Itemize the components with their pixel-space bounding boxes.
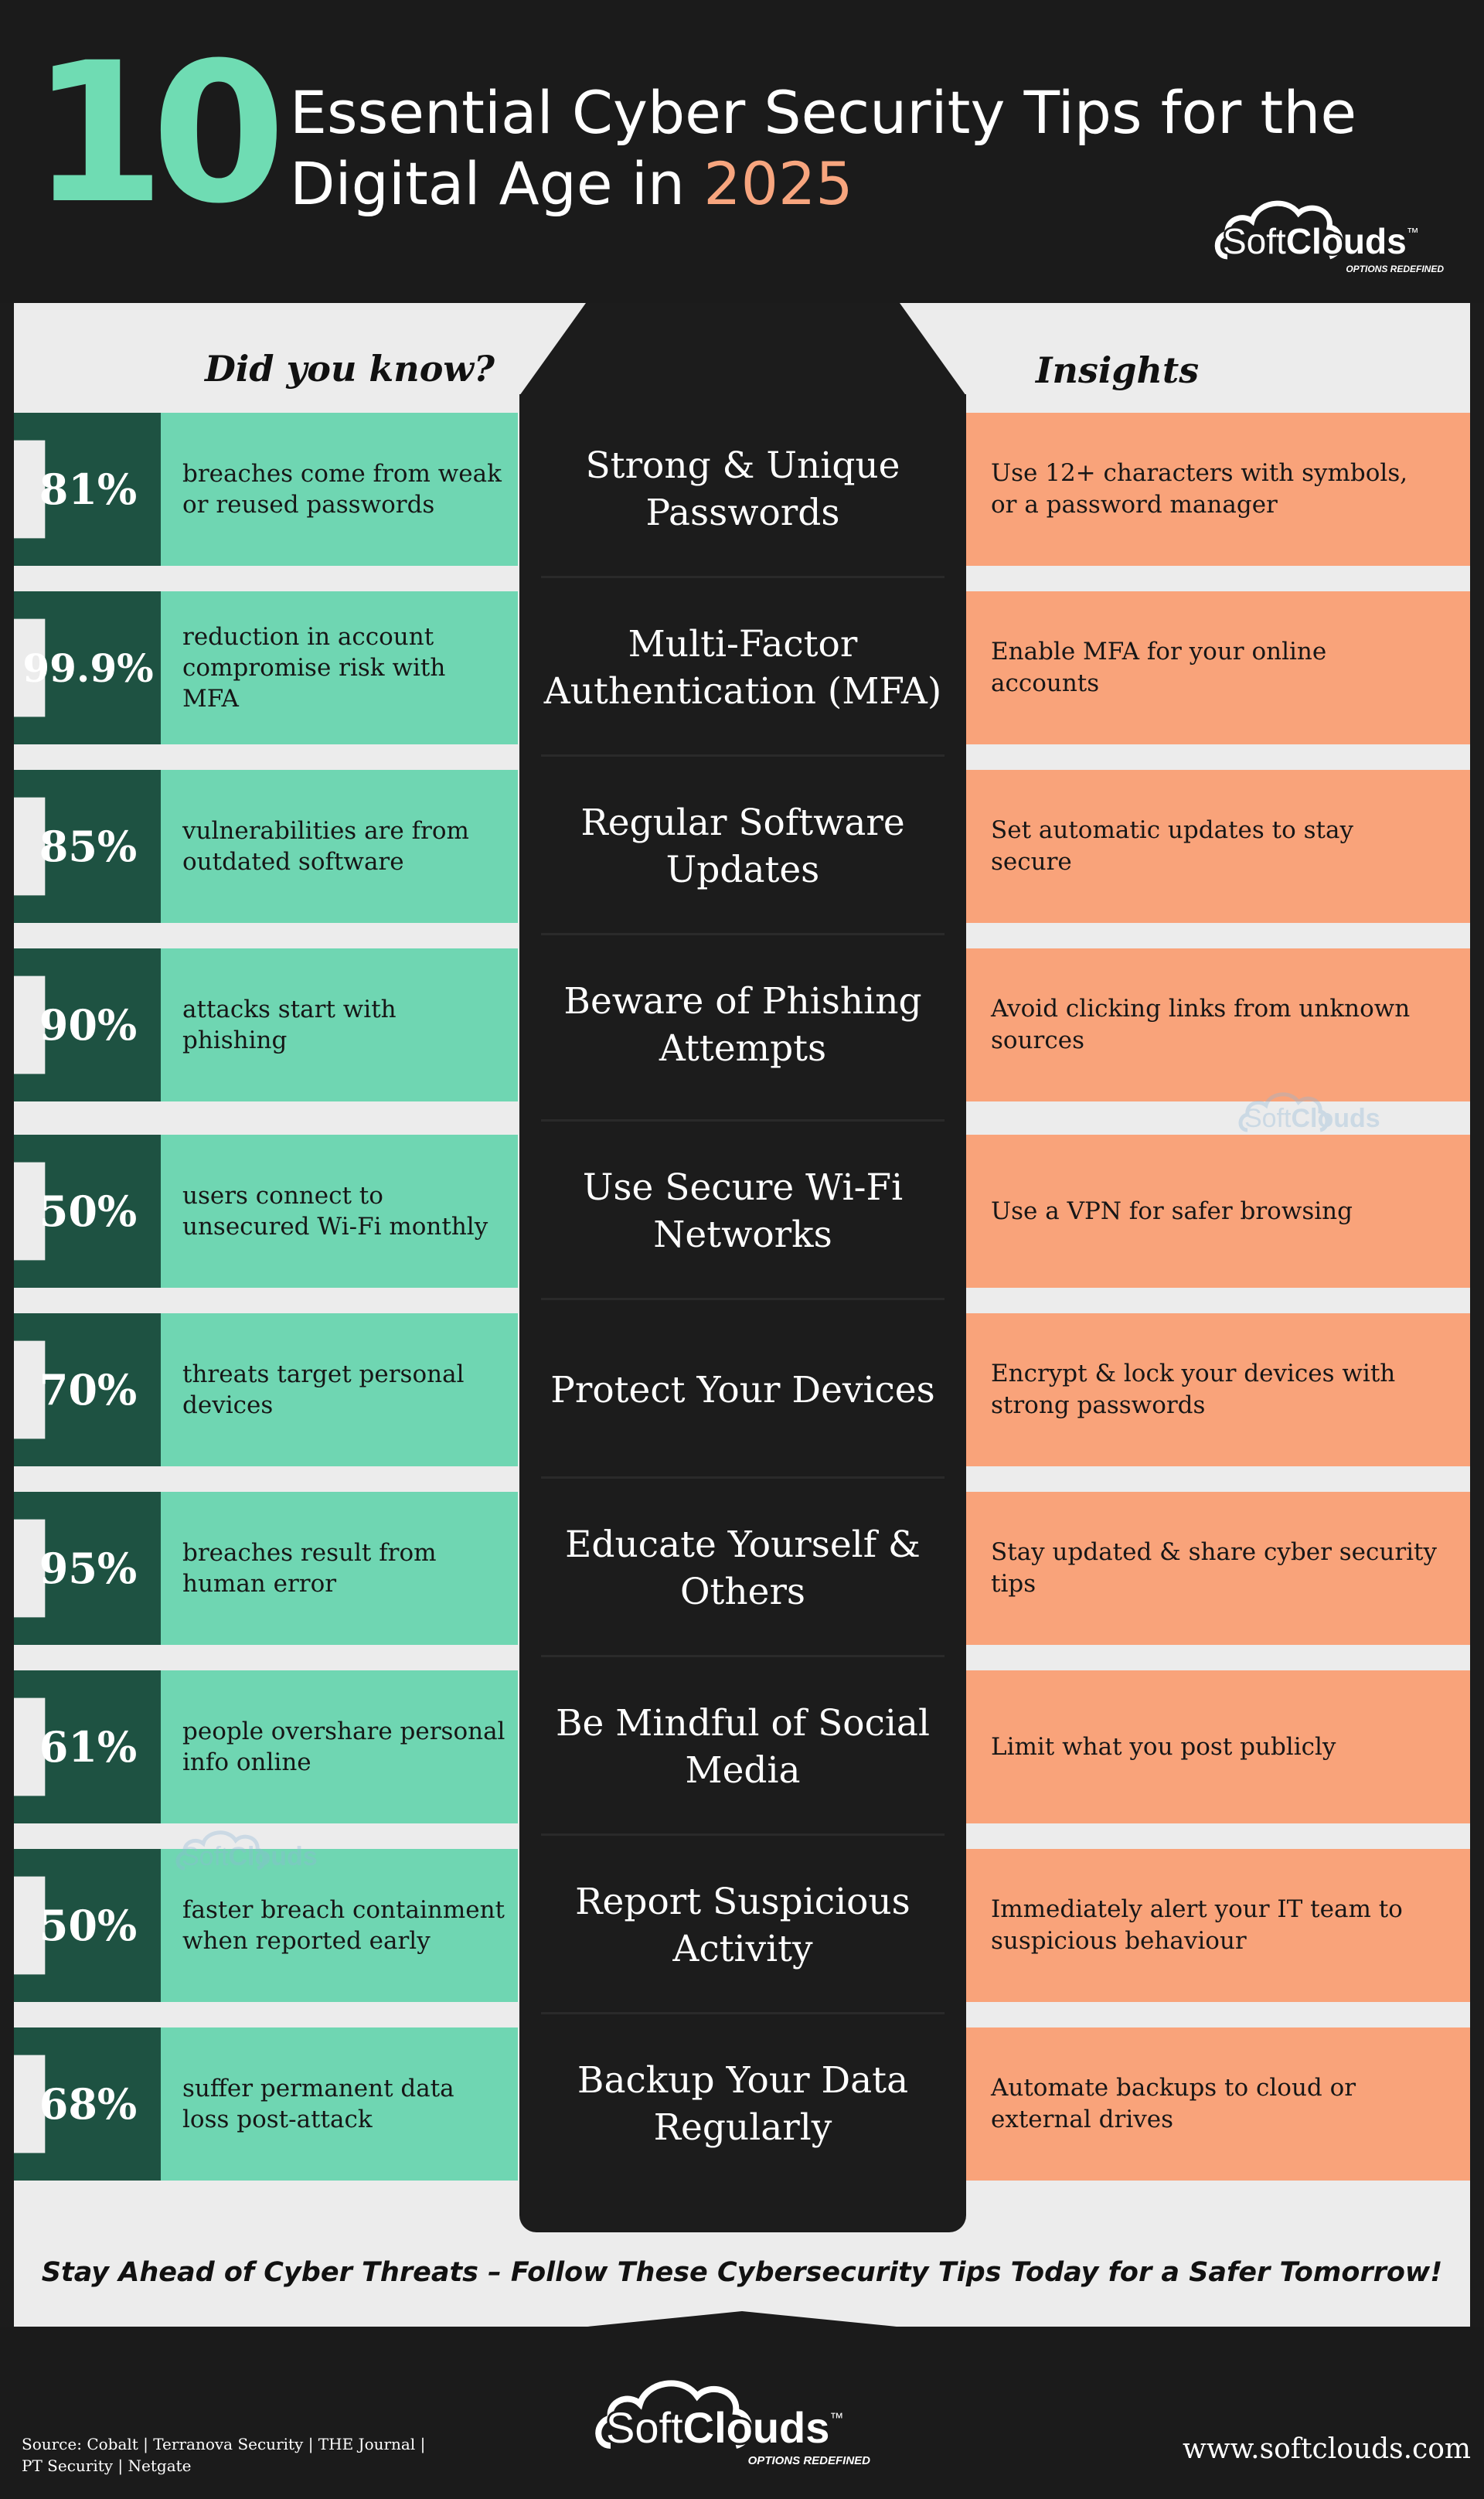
stat-fact: threats target personal devices xyxy=(161,1313,518,1466)
tip-row-10: 68% suffer permanent data loss post-atta… xyxy=(0,2027,1484,2181)
insights-heading: Insights xyxy=(1036,349,1200,391)
svg-text:SoftClouds™: SoftClouds™ xyxy=(606,2403,843,2452)
stat-percent: 61% xyxy=(39,1722,138,1772)
tip-row-9: 50% faster breach containment when repor… xyxy=(0,1849,1484,2002)
stat-fact: vulnerabilities are from outdated softwa… xyxy=(161,770,518,923)
tip-row-6: 70% threats target personal devices Prot… xyxy=(0,1313,1484,1466)
call-to-action: Stay Ahead of Cyber Threats – Follow The… xyxy=(41,2257,1443,2288)
stat-percent: 81% xyxy=(39,465,138,514)
insight-text: Limit what you post publicly xyxy=(966,1670,1470,1823)
logo-tm: ™ xyxy=(1407,226,1419,240)
tip-title: Multi-Factor Authentication (MFA) xyxy=(543,623,942,713)
title-year: 2025 xyxy=(703,149,853,218)
divider xyxy=(541,2012,945,2014)
footer-logo-clouds: Clouds xyxy=(683,2403,830,2452)
divider xyxy=(541,1833,945,1836)
divider xyxy=(541,1655,945,1657)
logo-soft: Soft xyxy=(1223,221,1286,261)
stat-percent: 50% xyxy=(39,1901,138,1950)
softclouds-logo-footer: SoftClouds™ OPTIONS REDEFINED xyxy=(595,2380,871,2467)
tip-title: Regular Software Updates xyxy=(580,802,905,891)
stat-fact: reduction in account compromise risk wit… xyxy=(161,591,518,744)
tip-title: Beware of Phishing Attempts xyxy=(563,980,922,1070)
insight-text: Immediately alert your IT team to suspic… xyxy=(966,1849,1470,2002)
source-credits: Source: Cobalt | Terranova Security | TH… xyxy=(22,2433,454,2477)
tip-title: Educate Yourself & Others xyxy=(565,1524,921,1613)
insight-text: Stay updated & share cyber security tips xyxy=(966,1492,1470,1645)
divider xyxy=(541,754,945,757)
footer-logo-tm: ™ xyxy=(829,2410,843,2426)
stat-fact: people overshare personal info online xyxy=(161,1670,518,1823)
tip-row-3: 85% vulnerabilities are from outdated so… xyxy=(0,770,1484,923)
stat-percent: 68% xyxy=(39,2079,138,2129)
title-line2: Digital Age in xyxy=(290,149,686,218)
page-title: Essential Cyber Security Tips for the Di… xyxy=(290,77,1411,220)
insight-text: Use a VPN for safer browsing xyxy=(966,1135,1470,1288)
header xyxy=(0,0,1484,303)
tip-row-4: 90% attacks start with phishing Beware o… xyxy=(0,948,1484,1101)
center-column xyxy=(519,394,966,2232)
stat-fact: breaches come from weak or reused passwo… xyxy=(161,413,518,566)
softclouds-logo: SoftClouds™ OPTIONS REDEFINED xyxy=(1214,200,1444,274)
big-number: 10 xyxy=(31,21,286,246)
tip-row-1: 81% breaches come from weak or reused pa… xyxy=(0,413,1484,566)
tip-title: Backup Your Data Regularly xyxy=(577,2059,909,2149)
tip-title: Use Secure Wi-Fi Networks xyxy=(582,1166,904,1256)
svg-text:SoftClouds™: SoftClouds™ xyxy=(1223,221,1419,261)
stat-percent: 85% xyxy=(39,822,138,871)
footer-logo-tagline: OPTIONS REDEFINED xyxy=(748,2454,871,2467)
svg-text:SoftClouds: SoftClouds xyxy=(182,1842,318,1871)
logo-clouds: Clouds xyxy=(1286,221,1407,261)
watermark-logo: SoftClouds xyxy=(175,1830,318,1871)
stat-percent: 70% xyxy=(39,1365,138,1415)
watermark-logo: SoftClouds xyxy=(1238,1092,1380,1133)
tip-row-7: 95% breaches result from human error Edu… xyxy=(0,1492,1484,1645)
insight-text: Set automatic updates to stay secure xyxy=(966,770,1470,923)
svg-text:SoftClouds: SoftClouds xyxy=(1244,1104,1380,1133)
insight-text: Enable MFA for your online accounts xyxy=(966,591,1470,744)
stat-fact: breaches result from human error xyxy=(161,1492,518,1645)
tip-title: Report Suspicious Activity xyxy=(575,1881,910,1970)
tip-row-5: 50% users connect to unsecured Wi-Fi mon… xyxy=(0,1135,1484,1288)
tip-row-2: 99.9% reduction in account compromise ri… xyxy=(0,591,1484,744)
divider xyxy=(541,1476,945,1479)
stat-fact: attacks start with phishing xyxy=(161,948,518,1101)
stat-percent: 50% xyxy=(39,1187,138,1236)
title-line1: Essential Cyber Security Tips for the xyxy=(290,78,1357,147)
watermark-soft: Soft xyxy=(1244,1104,1292,1133)
logo-tagline: OPTIONS REDEFINED xyxy=(1346,264,1444,274)
website-url: www.softclouds.com xyxy=(1183,2433,1472,2465)
center-column-top xyxy=(519,303,966,396)
divider xyxy=(541,1119,945,1122)
watermark-clouds: Clouds xyxy=(228,1842,317,1871)
tip-row-8: 61% people overshare personal info onlin… xyxy=(0,1670,1484,1823)
divider xyxy=(541,576,945,578)
stat-percent: 90% xyxy=(39,1000,138,1050)
stat-percent: 95% xyxy=(39,1544,138,1593)
source-line-2: PT Security | Netgate xyxy=(22,2456,192,2475)
insight-text: Automate backups to cloud or external dr… xyxy=(966,2027,1470,2181)
insight-text: Avoid clicking links from unknown source… xyxy=(966,948,1470,1101)
source-line-1: Source: Cobalt | Terranova Security | TH… xyxy=(22,2435,426,2453)
divider xyxy=(541,933,945,935)
watermark-soft: Soft xyxy=(182,1842,229,1871)
insight-text: Use 12+ characters with symbols, or a pa… xyxy=(966,413,1470,566)
divider xyxy=(541,1298,945,1300)
stat-percent: 99.9% xyxy=(22,645,154,691)
tip-title: Be Mindful of Social Media xyxy=(556,1702,930,1792)
footer-logo-soft: Soft xyxy=(606,2403,683,2452)
watermark-clouds: Clouds xyxy=(1291,1104,1380,1133)
tip-title: Protect Your Devices xyxy=(550,1368,935,1411)
stat-fact: users connect to unsecured Wi-Fi monthly xyxy=(161,1135,518,1288)
stat-fact: suffer permanent data loss post-attack xyxy=(161,2027,518,2181)
tip-title: Strong & Unique Passwords xyxy=(585,444,900,534)
insight-text: Encrypt & lock your devices with strong … xyxy=(966,1313,1470,1466)
stat-fact: faster breach containment when reported … xyxy=(161,1849,518,2002)
did-you-know-heading: Did you know? xyxy=(205,348,495,390)
